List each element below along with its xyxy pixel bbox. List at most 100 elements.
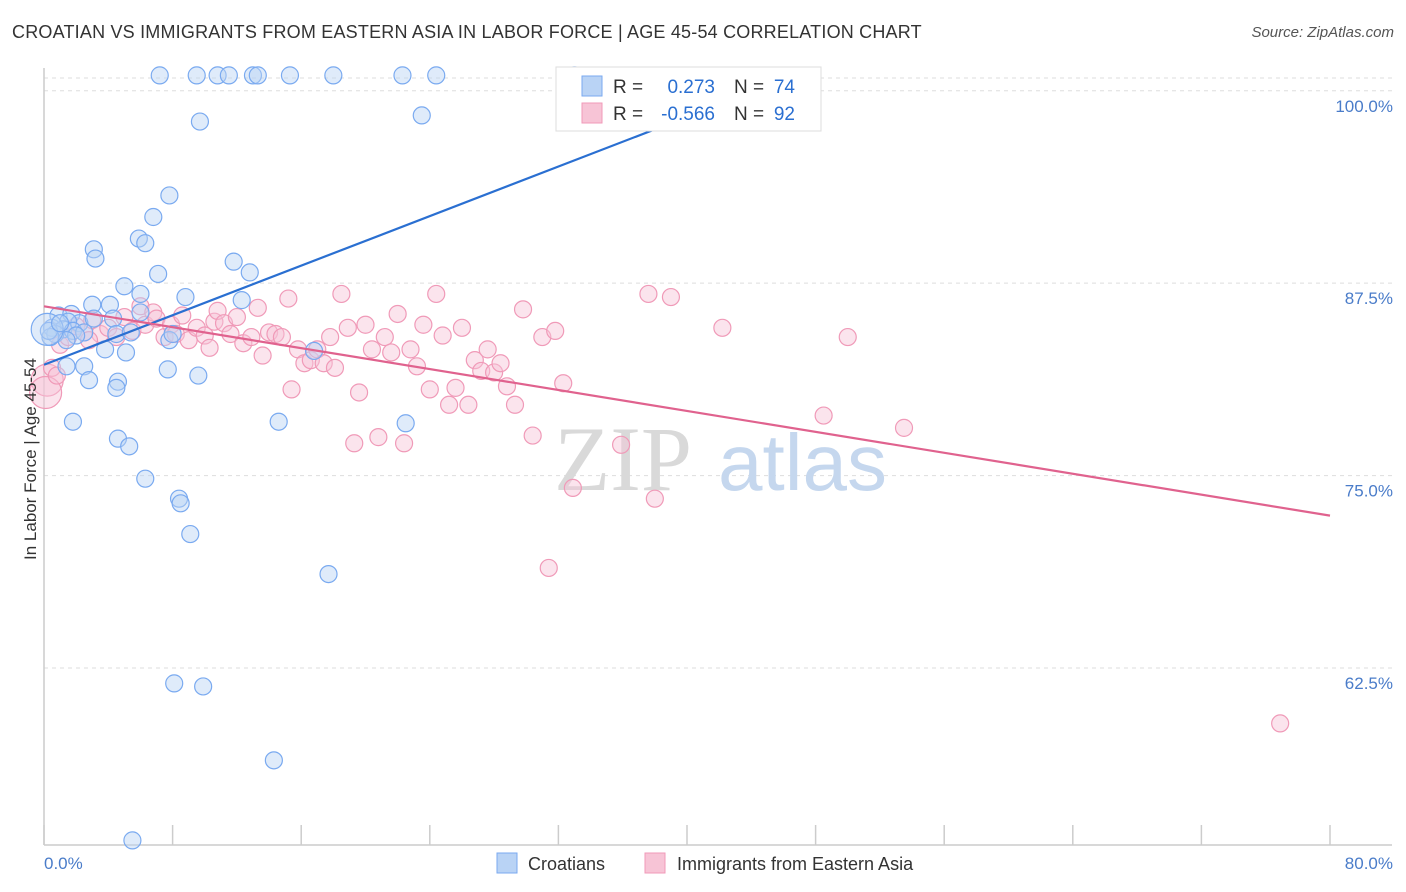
croatians-point-52 xyxy=(158,360,177,379)
croatians-point-64 xyxy=(171,494,190,513)
legend-r-label-immigrants: R = xyxy=(613,104,643,125)
immigrants-point-69 xyxy=(485,363,504,382)
croatians-point-22 xyxy=(115,277,134,296)
croatians-point-27 xyxy=(100,295,120,314)
croatians-point-53 xyxy=(189,366,208,385)
series-legend: Croatians Immigrants from Eastern Asia xyxy=(496,852,914,874)
croatians-point-6 xyxy=(280,66,300,85)
trend-lines xyxy=(43,112,1331,517)
immigrants-point-37 xyxy=(282,380,301,399)
immigrants-point-30 xyxy=(242,327,261,347)
immigrants-point-90 xyxy=(47,366,66,385)
legend-swatch-croatians xyxy=(581,75,603,97)
legend-swatch-immigrants xyxy=(581,102,603,124)
watermark: ZIP atlas xyxy=(554,408,887,510)
croatians-point-20 xyxy=(240,263,259,282)
croatians-point-0 xyxy=(150,66,169,85)
immigrants-point-32 xyxy=(253,346,272,365)
immigrants-point-49 xyxy=(356,315,375,334)
immigrants-point-86 xyxy=(838,327,857,347)
croatians-point-65 xyxy=(181,524,200,544)
immigrants-point-52 xyxy=(375,327,394,347)
croatians-point-7 xyxy=(324,66,343,85)
immigrants-point-84 xyxy=(713,318,732,337)
croatians-point-55 xyxy=(108,372,128,391)
bottom-legend-swatch-immigrants xyxy=(644,852,666,874)
immigrants-point-70 xyxy=(491,354,510,373)
croatians-point-62 xyxy=(136,469,155,488)
y-tick-labels: 100.0% 87.5% 75.0% 62.5% xyxy=(1335,97,1393,693)
y-axis-title: In Labor Force | Age 45-54 xyxy=(21,358,40,560)
croatians-point-3 xyxy=(219,66,238,85)
croatians-point-69 xyxy=(264,751,283,770)
croatians-point-57 xyxy=(63,412,83,431)
immigrants-point-62 xyxy=(439,395,459,414)
immigrants-trend-line xyxy=(43,305,1331,517)
grid-lines xyxy=(44,77,1392,669)
immigrants-point-77 xyxy=(546,321,565,341)
croatians-point-24 xyxy=(176,287,195,307)
immigrants-point-76 xyxy=(539,558,558,578)
croatians-point-13 xyxy=(160,186,179,205)
croatians-point-46 xyxy=(163,324,182,344)
correlation-legend: R = 0.273 N = 74 R = -0.566 N = 92 xyxy=(555,66,822,132)
immigrants-point-61 xyxy=(433,326,452,345)
immigrants-point-60 xyxy=(427,284,446,304)
croatians-point-21 xyxy=(149,264,168,284)
immigrants-point-68 xyxy=(478,340,497,359)
x-tick-labels: 0.0% 80.0% xyxy=(44,854,1393,873)
croatians-point-70 xyxy=(123,831,142,850)
immigrants-point-74 xyxy=(523,426,542,445)
immigrants-point-46 xyxy=(338,318,357,337)
immigrants-point-47 xyxy=(345,434,364,453)
immigrants-point-43 xyxy=(321,327,340,347)
croatians-point-25 xyxy=(131,284,150,304)
y-tick-label-0: 100.0% xyxy=(1335,97,1393,116)
immigrants-point-66 xyxy=(465,351,484,370)
immigrants-point-58 xyxy=(414,315,433,334)
croatians-point-18 xyxy=(86,249,105,268)
legend-r-value-immigrants: -0.566 xyxy=(661,104,715,125)
croatians-point-67 xyxy=(165,674,184,693)
croatians-point-61 xyxy=(120,437,139,456)
croatians-point-9 xyxy=(427,66,446,85)
immigrants-point-50 xyxy=(362,340,382,359)
immigrants-point-72 xyxy=(505,395,525,414)
y-tick-label-1: 87.5% xyxy=(1345,289,1393,308)
croatians-point-51 xyxy=(75,357,94,376)
immigrants-point-28 xyxy=(227,307,246,327)
immigrants-point-81 xyxy=(639,284,658,304)
immigrants-point-42 xyxy=(314,354,333,373)
series-croatians-points xyxy=(30,66,584,850)
immigrants-point-54 xyxy=(388,304,407,324)
legend-r-value-croatians: 0.273 xyxy=(667,77,715,98)
croatians-point-4 xyxy=(243,66,263,85)
immigrants-point-36 xyxy=(279,289,298,308)
immigrants-point-87 xyxy=(894,418,914,437)
immigrants-point-44 xyxy=(325,358,345,377)
legend-n-label-immigrants: N = xyxy=(734,104,764,125)
bottom-legend-label-croatians: Croatians xyxy=(528,854,605,874)
croatians-point-14 xyxy=(144,207,163,227)
immigrants-point-1 xyxy=(29,375,63,410)
croatians-point-28 xyxy=(131,303,150,322)
bottom-legend-swatch-croatians xyxy=(496,852,518,874)
axes xyxy=(43,68,1392,846)
croatians-point-17 xyxy=(84,240,103,259)
croatians-point-72 xyxy=(30,312,64,346)
croatians-point-66 xyxy=(319,564,338,584)
immigrants-point-88 xyxy=(1271,714,1290,733)
croatians-point-12 xyxy=(412,106,431,125)
immigrants-point-23 xyxy=(200,338,219,357)
watermark-atlas: atlas xyxy=(718,418,887,507)
bottom-legend-label-immigrants: Immigrants from Eastern Asia xyxy=(677,854,914,874)
watermark-zip: ZIP xyxy=(554,408,692,510)
immigrants-point-63 xyxy=(446,378,465,397)
source-label: Source: ZipAtlas.com xyxy=(1251,24,1394,41)
immigrants-point-55 xyxy=(394,434,414,453)
croatians-point-8 xyxy=(393,66,412,85)
croatians-point-5 xyxy=(248,66,267,85)
y-tick-label-3: 62.5% xyxy=(1345,674,1393,693)
immigrants-point-83 xyxy=(661,287,681,307)
legend-n-value-croatians: 74 xyxy=(774,77,796,98)
